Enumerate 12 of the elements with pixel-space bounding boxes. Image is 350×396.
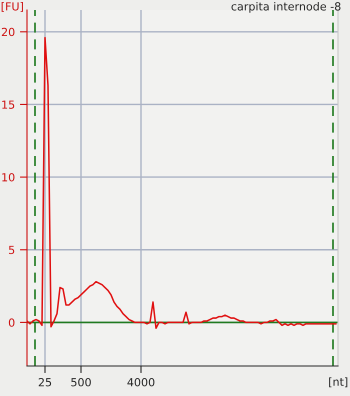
x-axis-title: [nt] (329, 377, 348, 388)
x-tick-label: 500 (71, 378, 91, 386)
x-tick-label: 25 (38, 378, 52, 386)
y-axis-title: [FU] (2, 2, 23, 12)
y-tick-label: 5 (8, 246, 14, 254)
y-tick-label: 10 (2, 173, 14, 182)
x-tick-label: 4000 (127, 378, 154, 386)
chart-title: carpita internode -8 (232, 2, 340, 13)
y-tick-label: 20 (2, 28, 14, 36)
y-tick-label: 0 (8, 318, 14, 327)
y-tick-label: 15 (2, 100, 14, 109)
line-series (27, 36, 337, 329)
